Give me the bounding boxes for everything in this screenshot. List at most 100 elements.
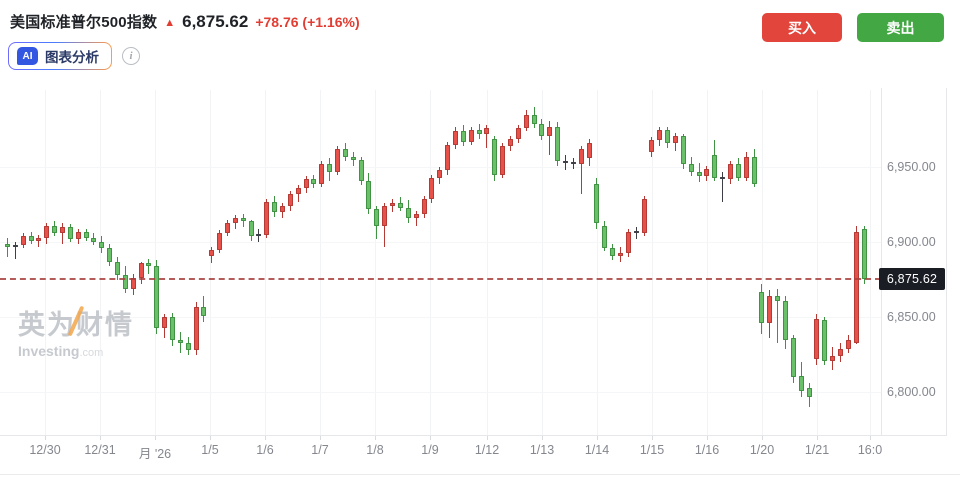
candle (500, 146, 506, 175)
candle (421, 198, 427, 214)
candle (319, 164, 325, 184)
info-icon[interactable]: i (122, 47, 140, 65)
x-axis-tick (707, 436, 708, 440)
candle (657, 129, 663, 140)
x-axis-tick (542, 436, 543, 440)
candle (822, 320, 828, 361)
candle (720, 177, 726, 180)
candle (193, 306, 199, 350)
candle (335, 149, 341, 172)
candle (712, 155, 718, 178)
candle-wick (415, 210, 417, 226)
gridline-vertical (542, 90, 543, 435)
gridline-vertical (210, 90, 211, 435)
x-axis-label: 1/21 (804, 443, 830, 457)
x-axis-tick (375, 436, 376, 440)
candle (374, 209, 380, 226)
candle (853, 231, 859, 343)
x-axis-label: 1/6 (256, 443, 274, 457)
candle (806, 387, 812, 397)
candle (60, 227, 65, 233)
candle (397, 203, 403, 208)
x-axis-tick (870, 436, 871, 440)
candle (248, 221, 254, 236)
candle-wick (580, 146, 582, 194)
candle (570, 162, 576, 165)
gridline-horizontal (0, 392, 881, 393)
candle (217, 233, 223, 250)
watermark-cn-text: 英为财情 (18, 310, 134, 340)
y-axis-outer-line (946, 88, 947, 436)
gridline-vertical (100, 90, 101, 435)
watermark-en-text: Investing.com (18, 343, 104, 359)
candle (790, 338, 796, 377)
candle (649, 140, 655, 152)
candle-wick (38, 234, 40, 247)
candle (838, 348, 843, 356)
candle (830, 356, 836, 361)
candle (20, 236, 26, 245)
x-axis-label: 1/5 (201, 443, 219, 457)
ai-chart-analysis-button[interactable]: AI 图表分析 (8, 42, 112, 70)
candle (138, 263, 144, 278)
candle (256, 234, 262, 237)
candle (52, 225, 58, 233)
candle (177, 339, 183, 343)
candle (122, 275, 128, 289)
candle (146, 263, 152, 266)
candle (539, 123, 545, 136)
candle (798, 375, 804, 391)
x-axis-tick (320, 436, 321, 440)
candle (185, 342, 191, 350)
candle-wick (777, 288, 779, 343)
candle (287, 194, 293, 206)
candle-wick (7, 237, 8, 257)
ai-toolbar: AI 图表分析 i (8, 42, 140, 70)
candle (366, 180, 372, 209)
investing-watermark: 英为财情 Investing.com (18, 303, 134, 359)
candle (452, 131, 458, 145)
sell-button[interactable]: 卖出 (857, 13, 944, 42)
candle (162, 317, 168, 328)
candle (99, 242, 105, 248)
gridline-vertical (155, 90, 156, 435)
candle (201, 306, 207, 316)
x-axis-label: 12/31 (84, 443, 116, 457)
buy-button[interactable]: 买入 (762, 13, 842, 42)
candle (303, 179, 309, 188)
candle (209, 249, 215, 256)
candle (641, 198, 647, 233)
candle (586, 143, 592, 158)
candle (578, 149, 584, 164)
y-axis-label: 6,900.00 (887, 235, 936, 249)
candle (67, 227, 73, 239)
instrument-title: 美国标准普尔500指数 (10, 14, 158, 31)
x-axis-label: 1/15 (639, 443, 665, 457)
candle (759, 291, 765, 323)
y-axis-line (881, 88, 882, 436)
gridline-vertical (375, 90, 376, 435)
y-axis-label: 6,850.00 (887, 310, 936, 324)
candle (680, 135, 686, 164)
candle (311, 179, 317, 184)
candle (28, 236, 34, 241)
candle (672, 135, 678, 143)
price-up-arrow-icon: ▲ (164, 17, 176, 29)
gridline-vertical (430, 90, 431, 435)
x-axis-label: 1/7 (311, 443, 329, 457)
candle (429, 177, 435, 199)
candle (75, 231, 81, 239)
candle (107, 248, 113, 262)
ai-chart-analysis-label: 图表分析 (45, 50, 99, 65)
candle (767, 296, 773, 323)
x-axis-line (0, 435, 946, 436)
x-axis-tick (155, 436, 156, 440)
candle (555, 126, 561, 161)
x-axis-label: 月 '26 (138, 447, 172, 461)
candle (531, 114, 537, 124)
candle (280, 206, 286, 212)
candle (36, 237, 42, 241)
candle (225, 222, 231, 233)
candle (617, 252, 623, 256)
bottom-divider (0, 474, 960, 475)
